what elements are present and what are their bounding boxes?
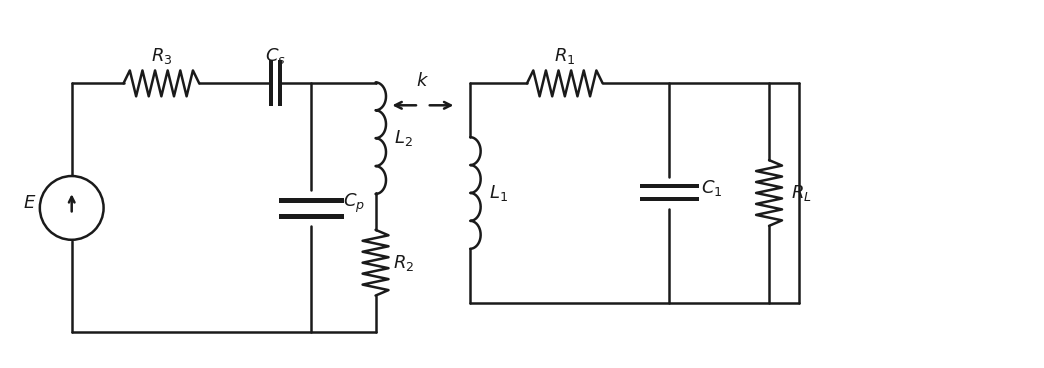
Text: $R_2$: $R_2$ [393, 253, 414, 273]
Text: $R_1$: $R_1$ [554, 46, 575, 67]
Text: $R_L$: $R_L$ [790, 183, 811, 203]
Text: $R_3$: $R_3$ [150, 46, 172, 67]
Text: $L_1$: $L_1$ [489, 183, 507, 203]
Text: $L_2$: $L_2$ [394, 128, 412, 148]
Text: $C_p$: $C_p$ [342, 191, 364, 215]
Text: $C_1$: $C_1$ [701, 178, 722, 198]
Text: $C_s$: $C_s$ [265, 46, 286, 67]
Text: $E$: $E$ [23, 194, 37, 212]
Text: $k$: $k$ [417, 72, 429, 91]
